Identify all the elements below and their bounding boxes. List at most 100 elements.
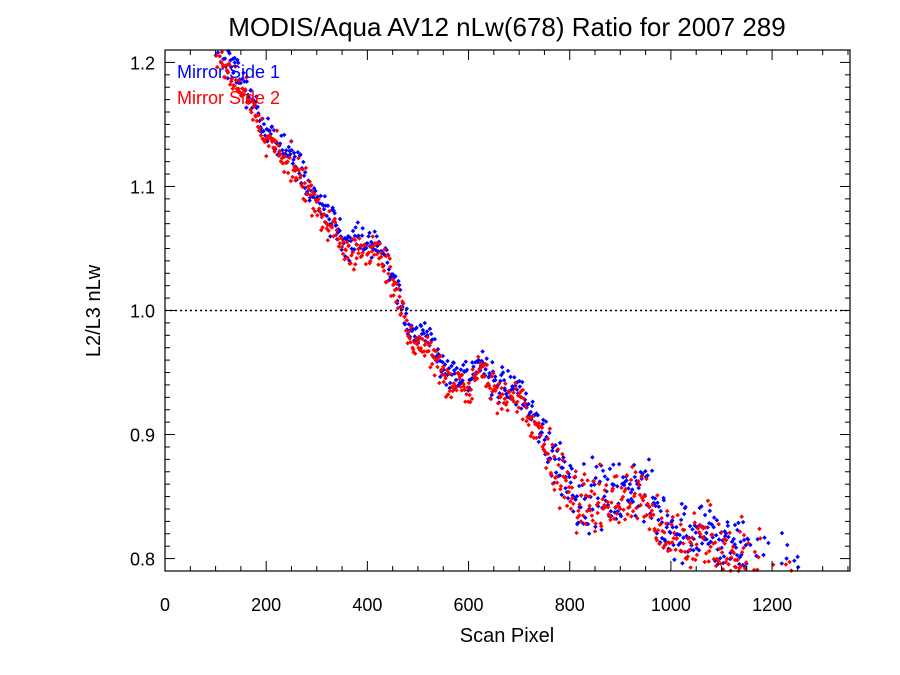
- data-point: [576, 508, 581, 514]
- data-point: [723, 559, 729, 565]
- data-point: [449, 384, 455, 389]
- data-point: [674, 524, 679, 530]
- data-point: [250, 117, 256, 123]
- data-point: [655, 500, 660, 505]
- data-point: [629, 514, 634, 519]
- data-point: [564, 503, 570, 509]
- data-point: [673, 547, 678, 552]
- data-point: [366, 250, 371, 255]
- data-point: [402, 314, 407, 320]
- data-point: [565, 469, 570, 475]
- data-point: [657, 541, 662, 547]
- data-point: [586, 531, 592, 536]
- data-point: [692, 523, 698, 528]
- data-point: [726, 534, 731, 540]
- data-point: [441, 367, 447, 372]
- data-point: [348, 260, 353, 266]
- data-point: [428, 365, 433, 370]
- data-point: [407, 336, 412, 341]
- data-point: [656, 504, 662, 509]
- data-point: [596, 500, 601, 506]
- data-point: [396, 286, 401, 292]
- data-point: [382, 247, 388, 252]
- data-point: [557, 440, 563, 446]
- data-point: [550, 442, 555, 448]
- data-point: [681, 541, 686, 546]
- data-point: [644, 512, 649, 518]
- data-point: [376, 262, 381, 267]
- data-point: [526, 422, 531, 428]
- data-point: [339, 244, 345, 250]
- data-point: [385, 260, 390, 265]
- data-point: [620, 474, 626, 480]
- data-point: [406, 329, 412, 335]
- data-point: [585, 478, 590, 483]
- data-point: [643, 469, 648, 474]
- data-point: [454, 365, 460, 371]
- data-point: [685, 536, 691, 541]
- data-point: [654, 537, 660, 543]
- data-point: [341, 239, 346, 245]
- data-point: [351, 267, 357, 272]
- data-point: [556, 456, 562, 462]
- data-point: [448, 395, 454, 400]
- data-point: [582, 471, 587, 477]
- data-point: [691, 510, 697, 516]
- data-point: [640, 498, 646, 503]
- data-point: [508, 374, 513, 380]
- data-point: [716, 521, 722, 527]
- data-point: [727, 530, 732, 536]
- data-point: [369, 249, 375, 254]
- data-point: [623, 486, 629, 492]
- data-point: [438, 353, 443, 359]
- data-point: [784, 556, 789, 561]
- data-point: [589, 513, 595, 518]
- data-point: [605, 477, 610, 482]
- data-point: [515, 399, 520, 404]
- data-point: [626, 486, 631, 491]
- data-point: [369, 255, 374, 260]
- data-point: [721, 554, 727, 559]
- data-point: [644, 476, 649, 482]
- data-point: [641, 519, 647, 524]
- y-axis-label: L2/L3 nLw: [83, 264, 105, 357]
- data-point: [756, 555, 761, 560]
- data-point: [620, 494, 626, 500]
- data-point: [577, 513, 582, 518]
- data-point: [301, 159, 306, 165]
- data-point: [223, 63, 229, 68]
- data-point: [282, 154, 288, 159]
- data-point: [558, 486, 563, 492]
- data-point: [261, 121, 267, 127]
- data-point: [581, 461, 587, 467]
- data-point: [398, 311, 404, 316]
- data-point: [421, 331, 427, 336]
- data-point: [589, 483, 594, 488]
- data-point: [412, 351, 418, 356]
- data-point: [576, 483, 582, 489]
- data-point: [322, 194, 328, 199]
- data-point: [605, 499, 610, 505]
- data-point: [493, 377, 498, 383]
- data-point: [688, 541, 694, 546]
- data-point: [302, 180, 308, 186]
- data-point: [578, 492, 584, 498]
- data-point: [499, 406, 505, 412]
- data-point: [447, 388, 453, 394]
- data-point: [499, 385, 504, 391]
- data-point: [429, 361, 435, 367]
- data-point: [604, 482, 609, 488]
- data-point: [441, 364, 446, 370]
- data-point: [554, 474, 559, 480]
- data-point: [707, 508, 713, 514]
- data-point: [669, 540, 675, 545]
- data-point: [516, 405, 522, 410]
- data-point: [404, 318, 410, 323]
- data-point: [352, 237, 358, 243]
- data-point: [717, 555, 723, 561]
- data-point: [672, 530, 677, 536]
- data-point: [687, 547, 692, 553]
- data-point: [325, 203, 331, 208]
- data-point: [593, 475, 598, 481]
- data-point: [385, 279, 390, 284]
